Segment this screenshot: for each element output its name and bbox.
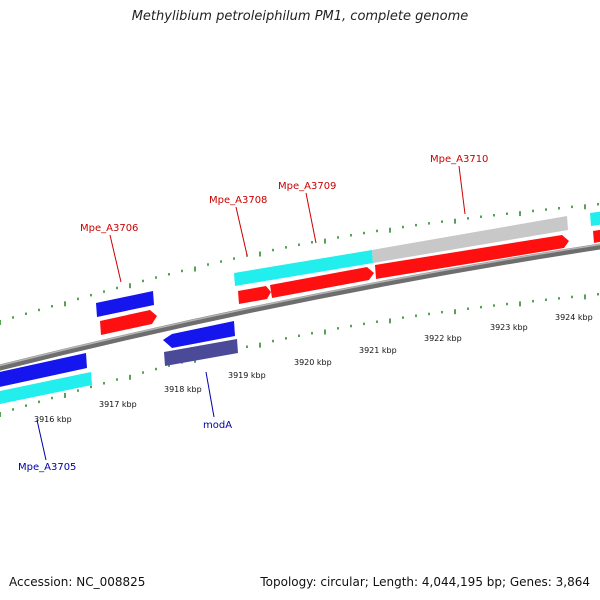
gene-gray-3710[interactable] — [372, 216, 568, 263]
gene-label-moda[interactable]: modA — [203, 420, 232, 431]
leader-line-mpe-a3708 — [235, 206, 248, 256]
gene-blue-left-upper[interactable] — [0, 353, 87, 388]
leader-line-mpe-a3710 — [458, 165, 466, 215]
scale-label: 3918 kbp — [164, 385, 202, 394]
leader-line-mpe-a3706 — [109, 234, 122, 283]
genome-backbone — [0, 243, 600, 371]
gene-cyan-3708-3709[interactable] — [234, 250, 373, 286]
scale-label: 3924 kbp — [555, 313, 593, 322]
gene-navy-moda[interactable] — [164, 339, 238, 366]
gene-label-mpe-a3706[interactable]: Mpe_A3706 — [80, 223, 138, 234]
gene-red-3708[interactable] — [238, 286, 271, 304]
scale-label: 3919 kbp — [228, 371, 266, 380]
gene-blue-moda[interactable] — [163, 321, 235, 348]
gene-cyan-right-edge[interactable] — [590, 211, 600, 226]
footer-stats: Topology: circular; Length: 4,044,195 bp… — [260, 575, 590, 589]
genome-title: Methylibium petroleiphilum PM1, complete… — [131, 9, 469, 24]
gene-label-mpe-a3705[interactable]: Mpe_A3705 — [18, 462, 76, 473]
scale-label: 3917 kbp — [99, 400, 137, 409]
leader-line-moda — [205, 371, 215, 418]
gene-red-3710[interactable] — [375, 235, 569, 279]
gene-red-3709[interactable] — [270, 267, 374, 298]
scale-label: 3920 kbp — [294, 358, 332, 367]
gene-label-mpe-a3709[interactable]: Mpe_A3709 — [278, 181, 336, 192]
gene-cyan-left-lower[interactable] — [0, 372, 92, 405]
gene-red-right-edge[interactable] — [593, 229, 600, 243]
genome-backbone-highlight — [0, 243, 600, 367]
leader-line-mpe-a3705 — [36, 419, 47, 461]
scale-label: 3916 kbp — [34, 415, 72, 424]
gene-blue-3706[interactable] — [96, 291, 154, 317]
outer-tick-ring — [0, 203, 599, 325]
gene-label-mpe-a3710[interactable]: Mpe_A3710 — [430, 154, 488, 165]
scale-label: 3922 kbp — [424, 334, 462, 343]
scale-label: 3923 kbp — [490, 323, 528, 332]
leader-line-mpe-a3709 — [305, 192, 317, 244]
footer-accession: Accession: NC_008825 — [9, 575, 146, 589]
inner-tick-ring — [0, 293, 599, 417]
gene-label-mpe-a3708[interactable]: Mpe_A3708 — [209, 195, 267, 206]
scale-label: 3921 kbp — [359, 346, 397, 355]
gene-red-3706[interactable] — [100, 310, 157, 335]
